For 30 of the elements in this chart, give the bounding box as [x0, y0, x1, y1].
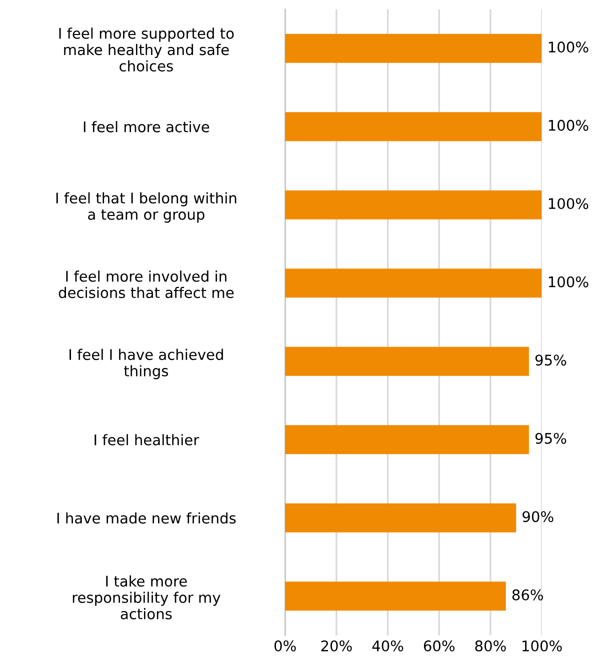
y-tick-label: I take more responsibility for my actions: [72, 575, 220, 620]
bar: [285, 425, 529, 454]
x-tick-label: 20%: [321, 640, 352, 652]
x-tick-label: 40%: [372, 640, 404, 652]
bar: [285, 112, 542, 142]
data-label: 95%: [535, 432, 566, 444]
x-tick-label: 100%: [522, 640, 562, 652]
x-tick-label: 0%: [274, 640, 296, 652]
bar: [285, 582, 506, 611]
data-label: 86%: [512, 589, 544, 600]
data-label: 90%: [522, 511, 554, 522]
data-label: 100%: [548, 42, 588, 53]
y-tick-label: I feel more active: [84, 121, 210, 132]
bar: [285, 346, 529, 376]
data-label: 100%: [548, 120, 588, 131]
bar: [285, 190, 542, 220]
y-tick-label: I have made new friends: [57, 512, 236, 524]
bar: [285, 34, 542, 63]
data-label: 100%: [548, 276, 588, 288]
y-tick-label: I feel that I belong within a team or group: [56, 192, 236, 223]
y-tick-label: I feel healthier: [94, 434, 200, 446]
bar: [285, 268, 542, 298]
data-label: 100%: [548, 198, 588, 210]
data-label: 95%: [535, 354, 566, 366]
x-tick-label: 80%: [475, 640, 506, 652]
x-tick-label: 60%: [424, 640, 455, 652]
y-tick-label: I feel more involved in decisions that affect me: [58, 270, 234, 298]
y-tick-label: I feel more supported to make healthy and safe choices: [59, 28, 234, 72]
y-tick-label: I feel I have achieved things: [70, 348, 223, 380]
bar: [285, 503, 516, 532]
